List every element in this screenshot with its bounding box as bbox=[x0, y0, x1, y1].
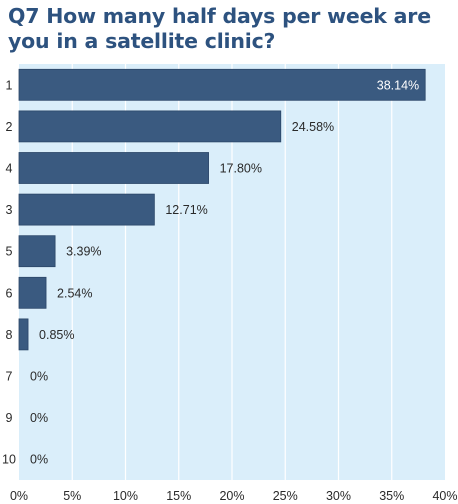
category-label: 6 bbox=[6, 286, 13, 300]
category-label: 10 bbox=[2, 453, 16, 467]
bar bbox=[18, 110, 282, 143]
category-label: 1 bbox=[6, 78, 13, 92]
x-tick-label: 5% bbox=[63, 489, 81, 503]
category-labels: 1 2 4 3 5 6 8 7 9 10 bbox=[2, 78, 16, 466]
category-label: 3 bbox=[6, 203, 13, 217]
value-label: 0% bbox=[30, 453, 48, 467]
category-label: 9 bbox=[6, 411, 13, 425]
category-label: 7 bbox=[6, 370, 13, 384]
category-label: 8 bbox=[6, 328, 13, 342]
value-label: 3.39% bbox=[66, 245, 101, 259]
category-label: 4 bbox=[6, 162, 13, 176]
value-label: 17.80% bbox=[220, 162, 262, 176]
bar bbox=[18, 235, 56, 268]
value-label: 24.58% bbox=[292, 120, 334, 134]
value-label: 38.14% bbox=[377, 78, 419, 92]
category-label: 2 bbox=[6, 120, 13, 134]
x-tick-label: 30% bbox=[326, 489, 351, 503]
chart-title: Q7 How many half days per week are you i… bbox=[8, 4, 431, 53]
x-axis-tick-labels: 0% 5% 10% 15% 20% 25% 30% 35% 40% bbox=[10, 489, 458, 503]
bar bbox=[18, 68, 426, 101]
x-tick-label: 35% bbox=[379, 489, 404, 503]
value-labels: 38.14% 24.58% 17.80% 12.71% 3.39% 2.54% 0.85% 0… bbox=[30, 78, 419, 466]
bar bbox=[18, 193, 155, 226]
bar bbox=[18, 276, 47, 309]
value-label: 0.85% bbox=[39, 328, 74, 342]
x-tick-label: 0% bbox=[10, 489, 28, 503]
category-label: 5 bbox=[6, 245, 13, 259]
value-label: 2.54% bbox=[57, 286, 92, 300]
x-tick-label: 25% bbox=[273, 489, 298, 503]
bar bbox=[18, 152, 209, 184]
value-label: 0% bbox=[30, 411, 48, 425]
x-tick-label: 40% bbox=[432, 489, 457, 503]
bars bbox=[18, 68, 426, 351]
x-tick-label: 20% bbox=[219, 489, 244, 503]
x-tick-label: 10% bbox=[113, 489, 138, 503]
value-label: 12.71% bbox=[165, 203, 207, 217]
bar bbox=[18, 318, 29, 351]
x-tick-label: 15% bbox=[166, 489, 191, 503]
value-label: 0% bbox=[30, 370, 48, 384]
